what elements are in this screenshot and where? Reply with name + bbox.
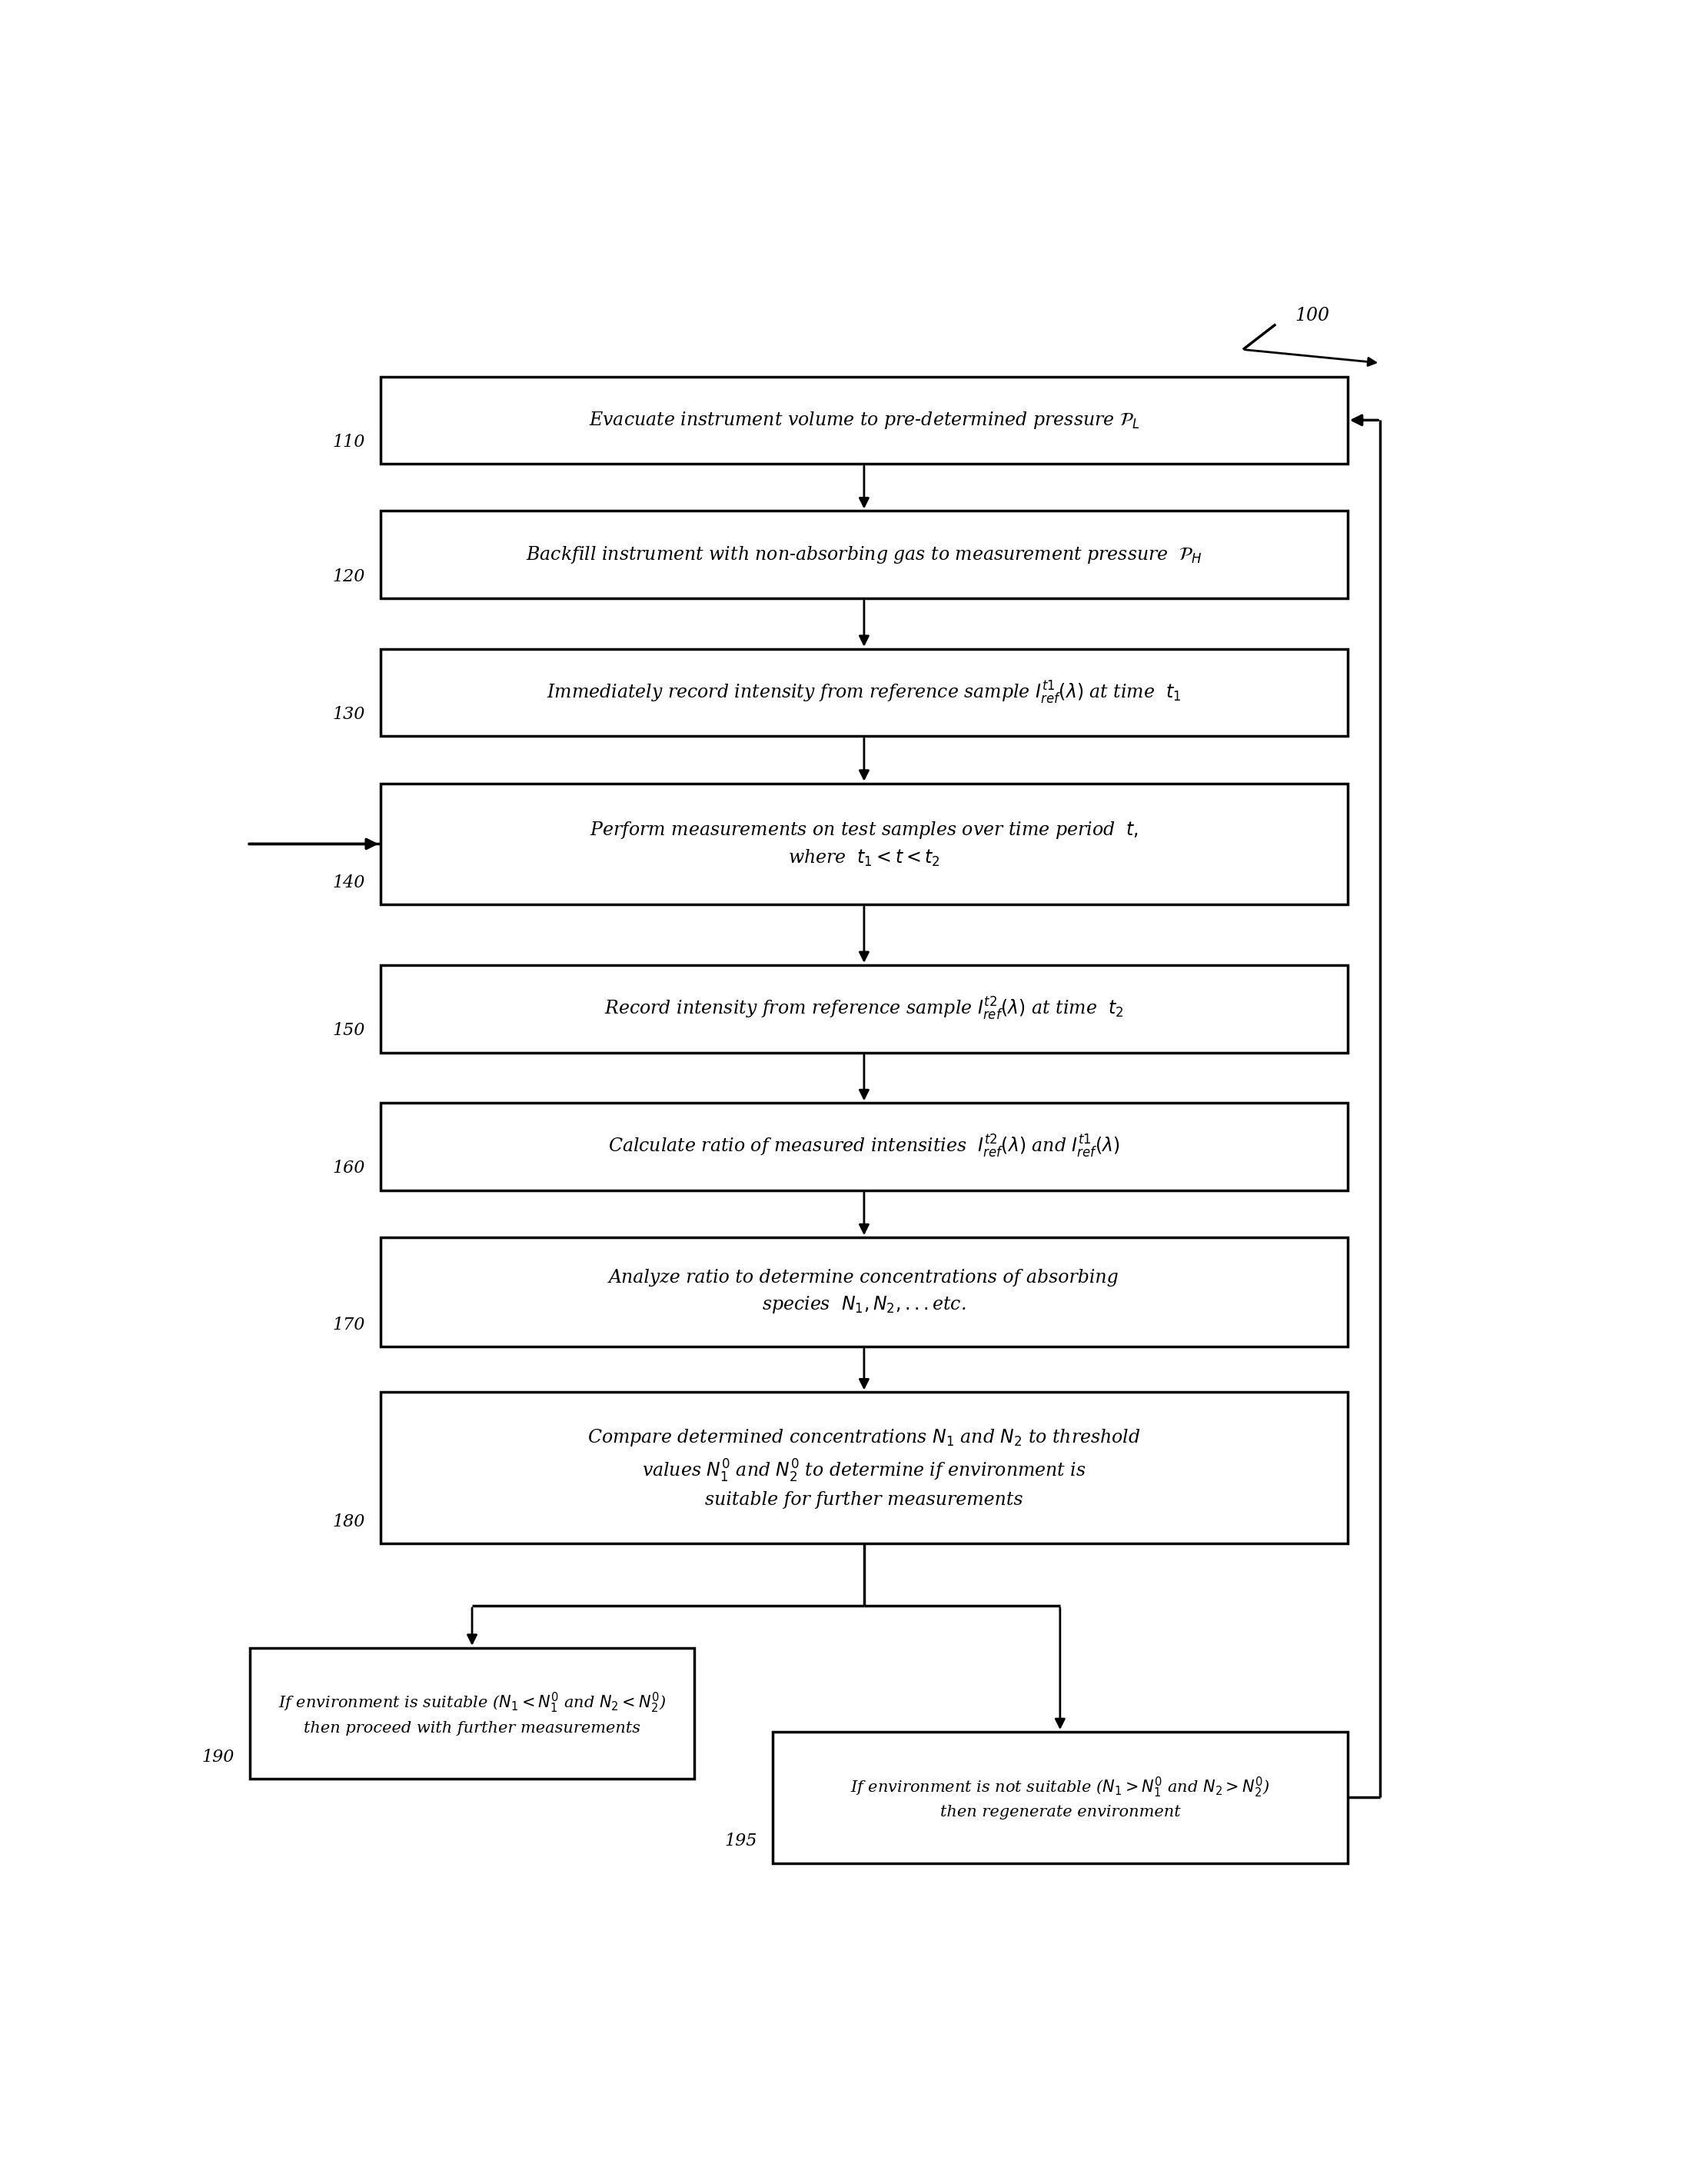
Text: 195: 195: [725, 1832, 757, 1850]
Text: Record intensity from reference sample $I_{ref}^{t2}(\lambda)$ at time  $t_2$: Record intensity from reference sample $…: [605, 996, 1123, 1022]
Text: 130: 130: [332, 705, 364, 723]
Text: Analyze ratio to determine concentrations of absorbing
species  $N_1, N_2,...$et: Analyze ratio to determine concentration…: [609, 1269, 1120, 1315]
Text: 110: 110: [332, 432, 364, 450]
Text: Evacuate instrument volume to pre-determined pressure $\mathcal{P}_L$: Evacuate instrument volume to pre-determ…: [588, 411, 1140, 430]
FancyBboxPatch shape: [381, 1103, 1347, 1190]
Text: 160: 160: [332, 1160, 364, 1177]
FancyBboxPatch shape: [250, 1647, 695, 1780]
FancyBboxPatch shape: [381, 965, 1347, 1053]
Text: Backfill instrument with non-absorbing gas to measurement pressure  $\mathcal{P}: Backfill instrument with non-absorbing g…: [526, 544, 1202, 566]
FancyBboxPatch shape: [381, 784, 1347, 904]
Text: If environment is suitable ($N_1 < N_1^0$ and $N_2 < N_2^0$)
then proceed with f: If environment is suitable ($N_1 < N_1^0…: [278, 1690, 666, 1736]
Text: 140: 140: [332, 874, 364, 891]
Text: 180: 180: [332, 1514, 364, 1531]
Text: Perform measurements on test samples over time period  $t,$
where  $t_1 < t < t_: Perform measurements on test samples ove…: [590, 819, 1138, 869]
Text: 170: 170: [332, 1317, 364, 1332]
Text: Calculate ratio of measured intensities  $I_{ref}^{t2}(\lambda)$ and $I_{ref}^{t: Calculate ratio of measured intensities …: [609, 1133, 1120, 1160]
FancyBboxPatch shape: [381, 511, 1347, 598]
Text: If environment is not suitable ($N_1 > N_1^0$ and $N_2 > N_2^0$)
then regenerate: If environment is not suitable ($N_1 > N…: [850, 1776, 1270, 1819]
FancyBboxPatch shape: [772, 1732, 1347, 1863]
Text: 150: 150: [332, 1022, 364, 1040]
Text: 190: 190: [202, 1749, 234, 1765]
Text: Immediately record intensity from reference sample $I_{ref}^{t1}(\lambda)$ at ti: Immediately record intensity from refere…: [546, 679, 1182, 705]
FancyBboxPatch shape: [381, 649, 1347, 736]
Text: Compare determined concentrations $N_1$ and $N_2$ to threshold
values $N_1^0$ an: Compare determined concentrations $N_1$ …: [587, 1426, 1141, 1509]
FancyBboxPatch shape: [381, 1238, 1347, 1348]
Text: 120: 120: [332, 568, 364, 585]
FancyBboxPatch shape: [381, 1391, 1347, 1544]
FancyBboxPatch shape: [381, 376, 1347, 463]
Text: 100: 100: [1295, 308, 1330, 325]
